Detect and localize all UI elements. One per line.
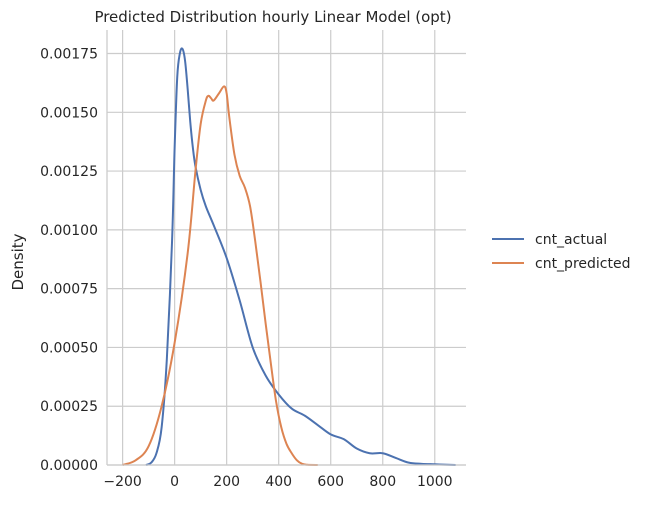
- legend: cnt_actual cnt_predicted: [492, 232, 630, 272]
- x-tick-label: 1000: [417, 474, 453, 490]
- chart-title: Predicted Distribution hourly Linear Mod…: [94, 8, 451, 26]
- x-tick-label: −200: [103, 474, 141, 490]
- y-tick-labels: 0.00000 0.00025 0.00050 0.00075 0.00100 0.001…: [40, 47, 98, 474]
- axes-layer: [106, 30, 466, 466]
- x-tick-label: 800: [369, 474, 396, 490]
- legend-label-cnt_actual: cnt_actual: [535, 232, 607, 248]
- y-tick-label: 0.00100: [40, 223, 98, 239]
- y-tick-label: 0.00150: [40, 105, 98, 121]
- x-tick-label: 600: [317, 474, 344, 490]
- grid-layer: [107, 30, 466, 466]
- y-tick-label: 0.00075: [40, 282, 98, 298]
- y-tick-label: 0.00175: [40, 47, 98, 63]
- series-layer: [122, 47, 456, 466]
- y-tick-label: 0.00025: [40, 399, 98, 415]
- y-tick-label: 0.00000: [40, 458, 98, 474]
- y-axis-title: Density: [9, 233, 27, 290]
- x-tick-label: 200: [213, 474, 240, 490]
- legend-label-cnt_predicted: cnt_predicted: [535, 256, 630, 272]
- x-tick-label: 0: [170, 474, 179, 490]
- x-tick-labels: −200 0 200 400 600 800 1000: [103, 474, 452, 490]
- x-tick-label: 400: [265, 474, 292, 490]
- y-tick-label: 0.00125: [40, 164, 98, 180]
- y-tick-label: 0.00050: [40, 340, 98, 356]
- series-line-cnt_actual: [145, 47, 456, 466]
- series-line-cnt_predicted: [122, 85, 318, 466]
